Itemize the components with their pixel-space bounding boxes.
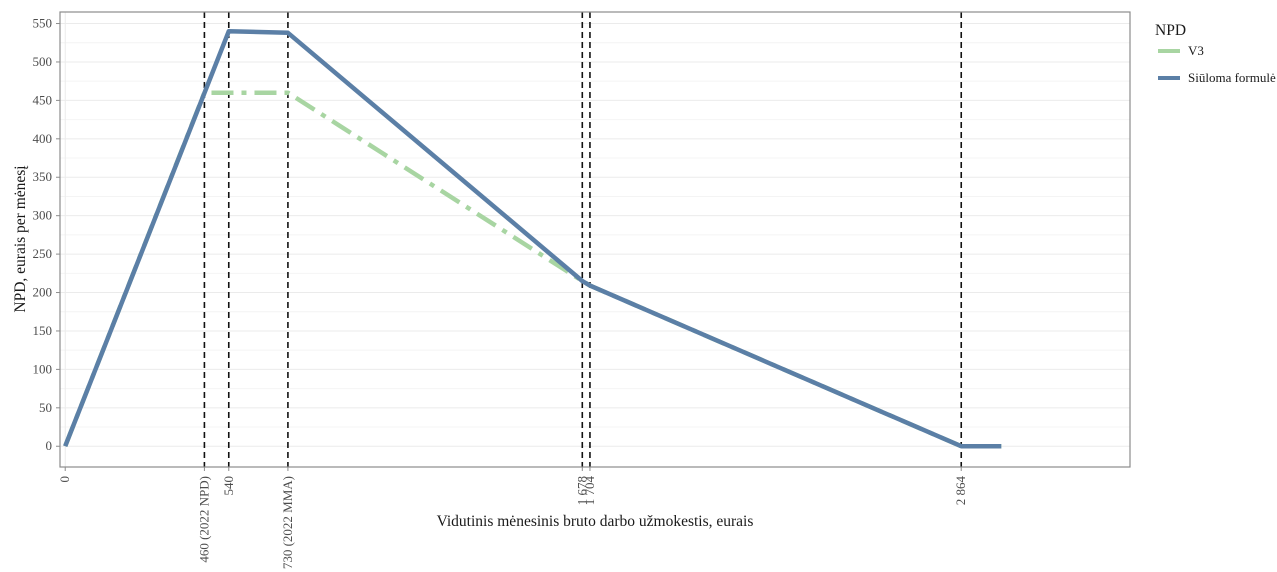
plot-panel-border bbox=[59, 11, 1131, 468]
y-axis-title: NPD, eurais per mėnesį bbox=[12, 165, 29, 313]
legend: NPD V3 Siūloma formulė bbox=[1155, 22, 1276, 85]
y-tick-label: 100 bbox=[33, 361, 53, 376]
y-tick-label: 350 bbox=[33, 169, 53, 184]
y-tick-label: 500 bbox=[33, 54, 53, 69]
y-tick-label: 0 bbox=[46, 438, 53, 453]
y-tick-label: 550 bbox=[33, 16, 53, 31]
y-axis-ticks: 0 50 100 150 200 250 300 350 400 450 500 550 bbox=[33, 16, 60, 453]
y-tick-label: 450 bbox=[33, 92, 53, 107]
legend-label-v3: V3 bbox=[1188, 43, 1204, 58]
y-tick-label: 50 bbox=[39, 400, 52, 415]
x-tick-label: 540 bbox=[221, 476, 236, 496]
x-tick-label: 0 bbox=[57, 476, 72, 483]
legend-label-siuloma: Siūloma formulė bbox=[1188, 70, 1276, 85]
x-tick-label: 1 678 bbox=[574, 476, 589, 505]
x-tick-label: 2 864 bbox=[953, 476, 968, 506]
y-tick-label: 150 bbox=[33, 323, 53, 338]
series-lines bbox=[63, 28, 1002, 449]
x-axis-title: Vidutinis mėnesinis bruto darbo užmokest… bbox=[437, 513, 754, 530]
y-tick-label: 400 bbox=[33, 131, 53, 146]
y-tick-label: 300 bbox=[33, 208, 53, 223]
x-tick-label: 460 (2022 NPD) bbox=[196, 476, 211, 563]
legend-title: NPD bbox=[1155, 22, 1186, 39]
y-tick-label: 250 bbox=[33, 246, 53, 261]
x-tick-label: 730 (2022 MMA) bbox=[280, 476, 295, 569]
series-line-siuloma-formule bbox=[63, 28, 1002, 449]
grid bbox=[60, 12, 1130, 467]
series-line-v3 bbox=[63, 90, 1002, 449]
y-tick-label: 200 bbox=[33, 285, 53, 300]
x-tick-label: 1 704 bbox=[582, 476, 597, 506]
